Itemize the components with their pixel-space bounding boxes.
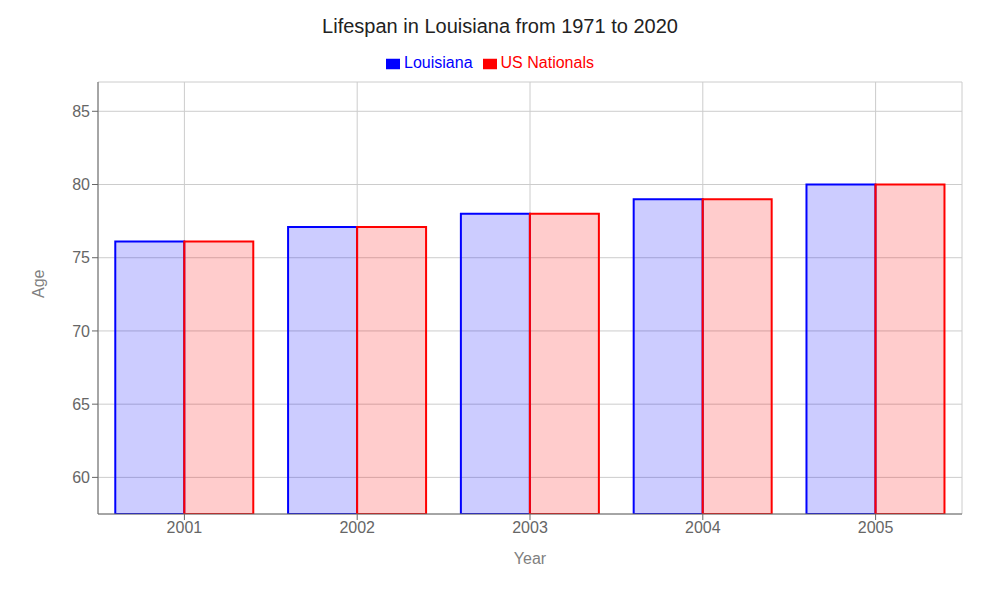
- svg-text:70: 70: [72, 323, 90, 340]
- html-text:US Nationals: US Nationals: [500, 54, 594, 71]
- svg-text:Age: Age: [30, 269, 47, 298]
- svg-text:2001: 2001: [167, 519, 203, 536]
- svg-text:60: 60: [72, 469, 90, 486]
- html-text:Lifespan in Louisiana from 197: Lifespan in Louisiana from 1971 to 2020: [322, 15, 678, 37]
- svg-text:2003: 2003: [512, 519, 548, 536]
- svg-text:2002: 2002: [339, 519, 375, 536]
- svg-text:2005: 2005: [858, 519, 894, 536]
- html-text:Louisiana: Louisiana: [404, 54, 473, 71]
- svg-text:65: 65: [72, 396, 90, 413]
- svg-text:2004: 2004: [685, 519, 721, 536]
- svg-text:Year: Year: [514, 550, 547, 567]
- svg-text:85: 85: [72, 103, 90, 120]
- svg-text:75: 75: [72, 249, 90, 266]
- svg-text:80: 80: [72, 176, 90, 193]
